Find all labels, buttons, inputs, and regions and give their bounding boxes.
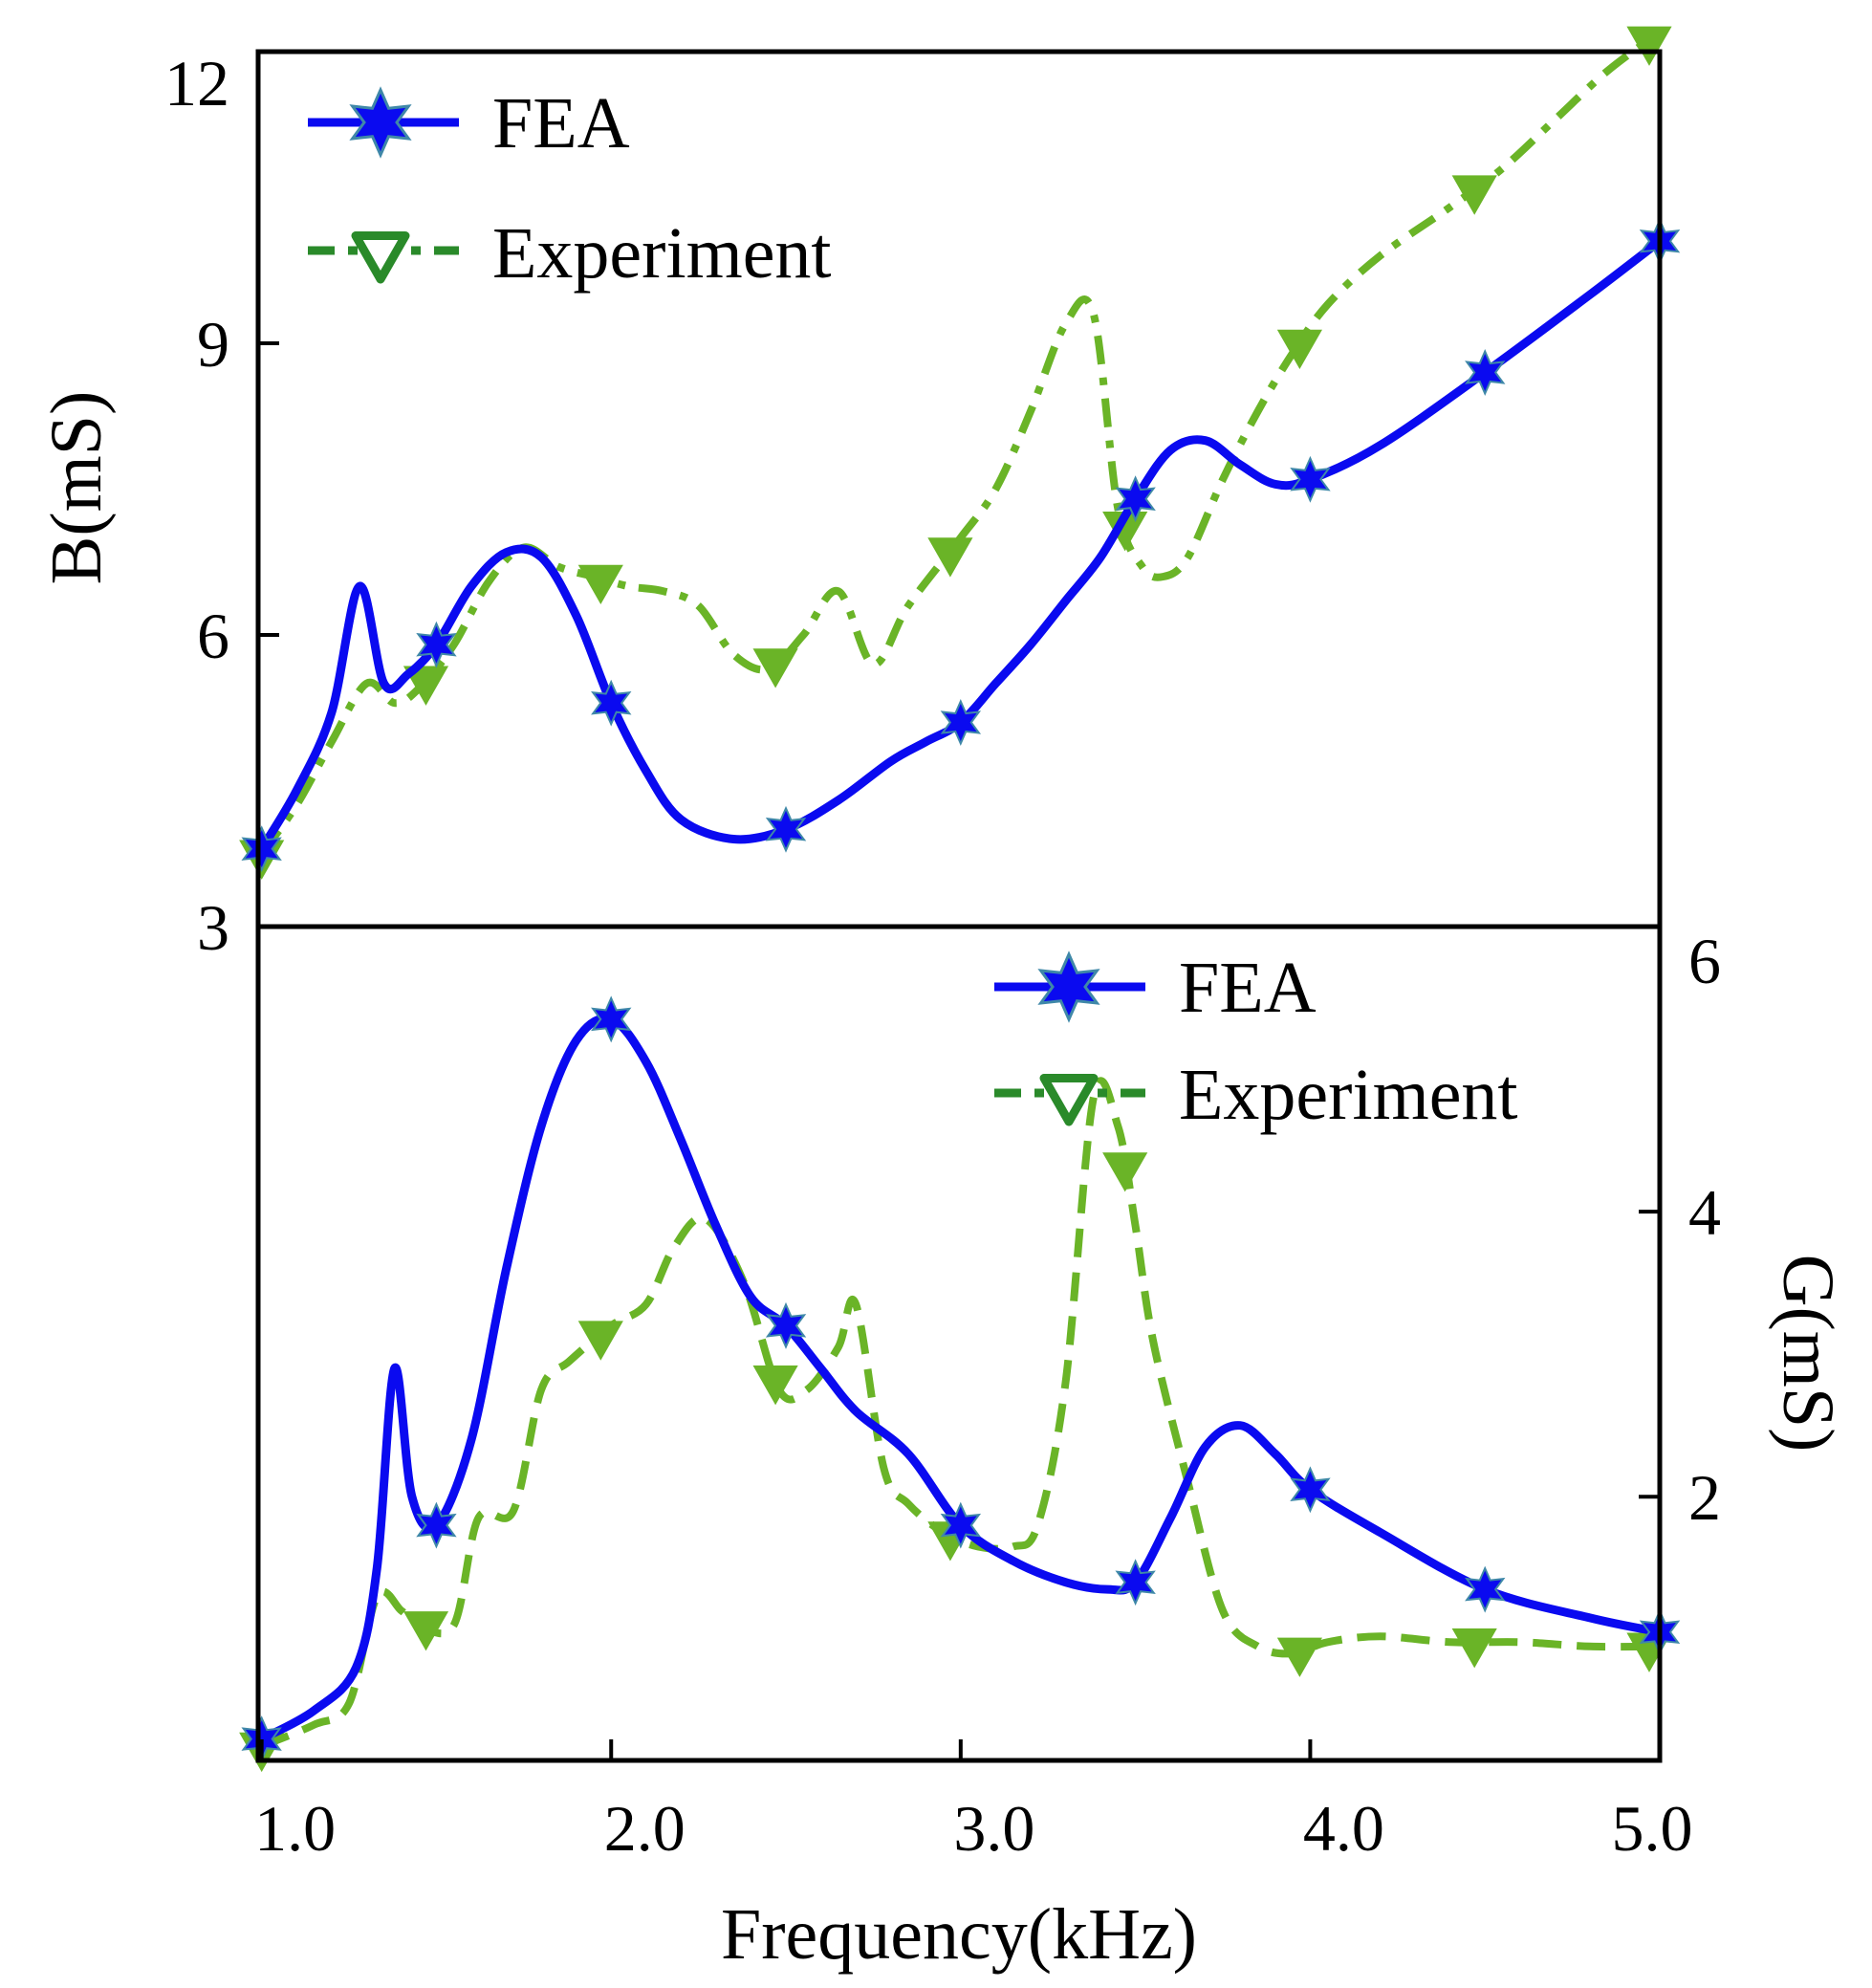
bottom-legend-fea-star-icon xyxy=(1037,950,1100,1023)
x-tick-label: 5.0 xyxy=(1612,1792,1693,1865)
bottom-y-tick-label: 4 xyxy=(1688,1176,1721,1249)
top-fea-marker xyxy=(1115,475,1156,523)
bottom-experiment-marker xyxy=(1451,1628,1497,1669)
top-panel: 3 6 9 12 B(mS) FEA Experiment xyxy=(36,26,1681,964)
bottom-legend-entry-experiment: Experiment xyxy=(994,1055,1518,1135)
bottom-experiment-line xyxy=(260,1077,1661,1750)
bottom-y-axis: 2 4 6 xyxy=(1639,925,1721,1534)
bottom-experiment-marker xyxy=(403,1611,449,1651)
bottom-experiment-marker xyxy=(1102,1152,1148,1192)
top-experiment-marker xyxy=(1451,175,1497,215)
top-experiment-marker xyxy=(403,666,449,706)
bottom-fea-line xyxy=(259,1014,1661,1743)
bottom-fea-marker xyxy=(940,1501,982,1549)
top-experiment-marker xyxy=(927,537,973,578)
top-fea-marker xyxy=(940,699,982,746)
top-fea-marker xyxy=(1290,455,1331,503)
top-y-tick-label: 3 xyxy=(197,891,229,964)
bottom-y-axis-title: G(mS) xyxy=(1768,1255,1848,1453)
bottom-legend-fea-label: FEA xyxy=(1179,948,1317,1028)
bottom-legend-experiment-label: Experiment xyxy=(1179,1055,1518,1135)
bottom-legend: FEA Experiment xyxy=(994,948,1518,1135)
top-y-tick-label: 6 xyxy=(197,600,229,672)
bottom-experiment-marker xyxy=(752,1365,798,1406)
x-axis-title: Frequency(kHz) xyxy=(721,1894,1197,1975)
top-fea-marker xyxy=(1465,349,1506,396)
top-fea-line xyxy=(257,237,1663,852)
top-legend-entry-fea: FEA xyxy=(308,83,630,164)
top-experiment-marker xyxy=(1626,26,1672,66)
bottom-fea-marker xyxy=(416,1501,457,1549)
bottom-panel: 2 4 6 G(mS) 1.0 2.0 3.0 4.0 5.0 Frequenc… xyxy=(239,924,1848,1975)
top-panel-series xyxy=(239,26,1681,880)
top-fea-marker xyxy=(241,825,282,873)
bottom-fea-marker xyxy=(591,995,632,1043)
top-legend-experiment-triangle-icon xyxy=(351,231,410,284)
top-y-axis-title: B(mS) xyxy=(36,391,117,585)
x-tick-label: 1.0 xyxy=(254,1792,336,1865)
bottom-fea-marker xyxy=(765,1301,807,1349)
bottom-fea-marker xyxy=(1465,1565,1506,1613)
top-legend-fea-star-icon xyxy=(349,86,412,159)
top-fea-marker xyxy=(416,621,457,668)
top-fea-marker xyxy=(765,805,807,853)
top-legend: FEA Experiment xyxy=(308,83,832,294)
top-legend-fea-label: FEA xyxy=(492,83,630,164)
bottom-y-tick-label: 2 xyxy=(1688,1461,1721,1534)
bottom-fea-marker xyxy=(1290,1466,1331,1514)
top-y-axis: 3 6 9 12 xyxy=(164,47,279,964)
bottom-y-tick-label: 6 xyxy=(1688,925,1721,997)
top-experiment-marker xyxy=(577,564,623,605)
bottom-experiment-marker xyxy=(1276,1637,1322,1677)
bottom-experiment-marker xyxy=(577,1321,623,1361)
bottom-fea-marker xyxy=(1115,1559,1156,1606)
x-tick-label: 2.0 xyxy=(604,1792,686,1865)
bottom-legend-entry-fea: FEA xyxy=(994,948,1317,1028)
bottom-legend-experiment-triangle-icon xyxy=(1039,1074,1099,1126)
top-experiment-marker xyxy=(1276,329,1322,370)
bottom-x-axis: 1.0 2.0 3.0 4.0 5.0 xyxy=(254,1739,1693,1865)
top-experiment-marker xyxy=(752,648,798,688)
x-tick-label: 4.0 xyxy=(1303,1792,1384,1865)
top-legend-experiment-label: Experiment xyxy=(492,213,832,294)
top-fea-marker xyxy=(591,679,632,727)
top-legend-entry-experiment: Experiment xyxy=(308,213,832,294)
top-y-tick-label: 12 xyxy=(164,47,229,120)
top-y-tick-label: 9 xyxy=(197,308,229,381)
x-tick-label: 3.0 xyxy=(953,1792,1034,1865)
